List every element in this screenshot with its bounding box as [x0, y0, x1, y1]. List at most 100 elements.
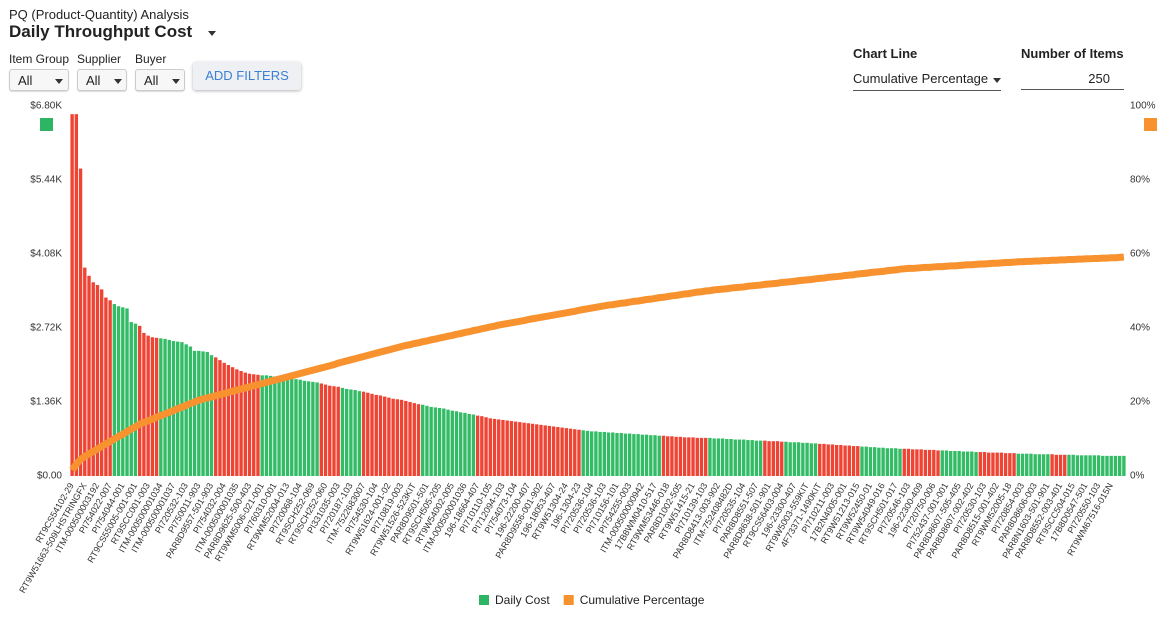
bar: [868, 447, 873, 476]
bar: [716, 438, 721, 476]
bar: [830, 444, 835, 476]
bar: [708, 437, 712, 476]
bar: [501, 419, 505, 476]
bar: [801, 442, 805, 476]
chart-line-select[interactable]: Cumulative Percentage: [853, 71, 1001, 91]
chart-title[interactable]: Daily Throughput Cost: [9, 22, 193, 41]
filter-select[interactable]: All: [135, 69, 185, 91]
bar: [433, 407, 438, 476]
bar: [412, 403, 416, 476]
bar: [619, 433, 623, 476]
bar: [568, 428, 573, 476]
chart-line-label: Chart Line: [853, 46, 918, 61]
bar: [125, 308, 129, 476]
bar: [492, 418, 497, 476]
bar: [95, 285, 100, 476]
bar: [788, 442, 792, 476]
bar: [953, 450, 957, 476]
bar: [577, 429, 581, 476]
bar: [294, 379, 298, 476]
bar: [138, 325, 142, 476]
bar: [1105, 455, 1109, 476]
bar: [513, 421, 518, 476]
bar: [133, 323, 138, 476]
bar: [475, 415, 480, 476]
bar: [1101, 455, 1105, 476]
bar: [551, 426, 556, 476]
bar: [366, 392, 370, 476]
bar: [733, 439, 737, 476]
bar: [311, 381, 315, 476]
bar: [826, 444, 830, 476]
bar: [159, 338, 163, 476]
bar: [1016, 453, 1020, 476]
bar: [281, 377, 286, 476]
bar: [252, 374, 256, 476]
bar: [1113, 455, 1118, 476]
bar: [488, 418, 492, 476]
bar: [459, 412, 463, 476]
bar: [1071, 454, 1075, 476]
bar: [585, 430, 590, 476]
bar: [834, 444, 839, 476]
bar: [260, 375, 264, 476]
filter-select[interactable]: All: [77, 69, 127, 91]
bar: [150, 337, 155, 476]
bar: [725, 439, 729, 476]
bar: [978, 452, 982, 476]
bar: [344, 388, 349, 476]
bar: [99, 289, 104, 476]
bar: [353, 390, 357, 476]
bar: [530, 423, 535, 476]
bar: [184, 344, 188, 476]
bar: [771, 441, 775, 476]
bar: [387, 397, 391, 476]
bar: [767, 441, 771, 476]
items-label: Number of Items: [1021, 46, 1124, 61]
select-arrow: [114, 79, 122, 84]
bar: [442, 408, 446, 476]
bar: [226, 365, 231, 476]
bar: [991, 452, 995, 476]
bar: [877, 447, 881, 476]
bar: [564, 428, 569, 476]
bar: [302, 380, 307, 476]
y2-tick-label: 0%: [1130, 471, 1145, 482]
bar: [805, 442, 809, 476]
bar: [919, 449, 923, 476]
bar: [1058, 454, 1063, 476]
bar: [154, 337, 159, 476]
bar: [273, 376, 277, 476]
y2-tick-label: 100%: [1130, 101, 1156, 112]
bar: [906, 448, 911, 476]
bar: [230, 367, 235, 476]
bar: [83, 267, 87, 476]
bar: [687, 437, 691, 476]
title-dropdown-arrow[interactable]: [208, 31, 216, 36]
bar: [74, 114, 79, 476]
bar: [116, 306, 121, 476]
bar: [323, 384, 328, 476]
bar: [699, 437, 704, 476]
bar: [573, 429, 577, 476]
legend-label: Cumulative Percentage: [580, 593, 705, 607]
bar: [661, 435, 666, 476]
add-filters-button[interactable]: ADD FILTERS: [193, 62, 301, 90]
bar: [754, 440, 759, 476]
filter-select[interactable]: All: [9, 69, 69, 91]
bar: [678, 436, 683, 476]
bar: [1067, 454, 1071, 476]
bar: [784, 441, 788, 476]
bar: [391, 398, 395, 476]
bar: [894, 448, 898, 476]
bar: [505, 420, 509, 476]
bar: [509, 421, 514, 476]
bar: [201, 351, 205, 476]
bar: [421, 404, 425, 476]
bar: [108, 300, 112, 476]
bar: [843, 445, 847, 476]
items-input[interactable]: 250: [1021, 71, 1124, 90]
bar: [670, 436, 674, 476]
bar: [378, 395, 383, 476]
